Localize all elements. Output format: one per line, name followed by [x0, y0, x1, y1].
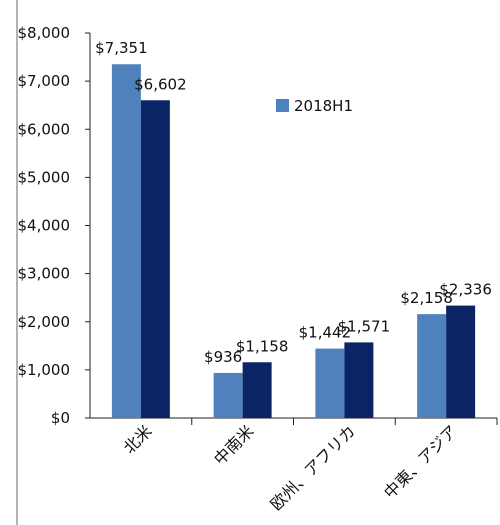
y-tick-label: $5,000: [18, 168, 71, 186]
data-label: $1,158: [236, 337, 289, 355]
legend-swatch-2018H1: [276, 99, 289, 112]
bar-series2: [140, 100, 170, 418]
legend: 2018H1: [276, 97, 353, 115]
bar-series1: [213, 372, 243, 418]
bar-series2: [446, 305, 476, 418]
y-tick-label: $7,000: [18, 72, 71, 90]
y-tick-label: $4,000: [18, 217, 71, 235]
y-tick-label: $0: [51, 409, 70, 427]
bar-series1: [111, 64, 141, 418]
x-category-label: 北米: [120, 421, 156, 457]
legend-label-2018H1: 2018H1: [294, 97, 353, 115]
data-label: $2,158: [400, 289, 453, 307]
y-tick-label: $3,000: [18, 265, 71, 283]
plot-area: $0 $1,000 $2,000 $3,000 $4,000 $5,000 $6,000 $7…: [18, 24, 498, 514]
data-label: $936: [204, 348, 242, 366]
y-tick-label: $8,000: [18, 24, 71, 42]
data-label: $2,336: [439, 281, 492, 299]
x-category-label: 中南米: [210, 421, 257, 468]
x-category-label: 欧州、アフリカ: [267, 421, 360, 514]
bar-series1: [315, 348, 345, 418]
x-category-label: 中東、アジア: [380, 421, 461, 502]
y-tick-label: $2,000: [18, 313, 71, 331]
data-label: $1,571: [338, 317, 391, 335]
y-tick-label: $6,000: [18, 120, 71, 138]
bar-series2: [344, 342, 374, 418]
data-label: $7,351: [95, 39, 148, 57]
data-label: $6,602: [134, 75, 187, 93]
bar-series2: [242, 362, 272, 418]
y-tick-label: $1,000: [18, 361, 71, 379]
bar-series1: [417, 314, 447, 418]
data-label: $1,442: [299, 324, 352, 342]
